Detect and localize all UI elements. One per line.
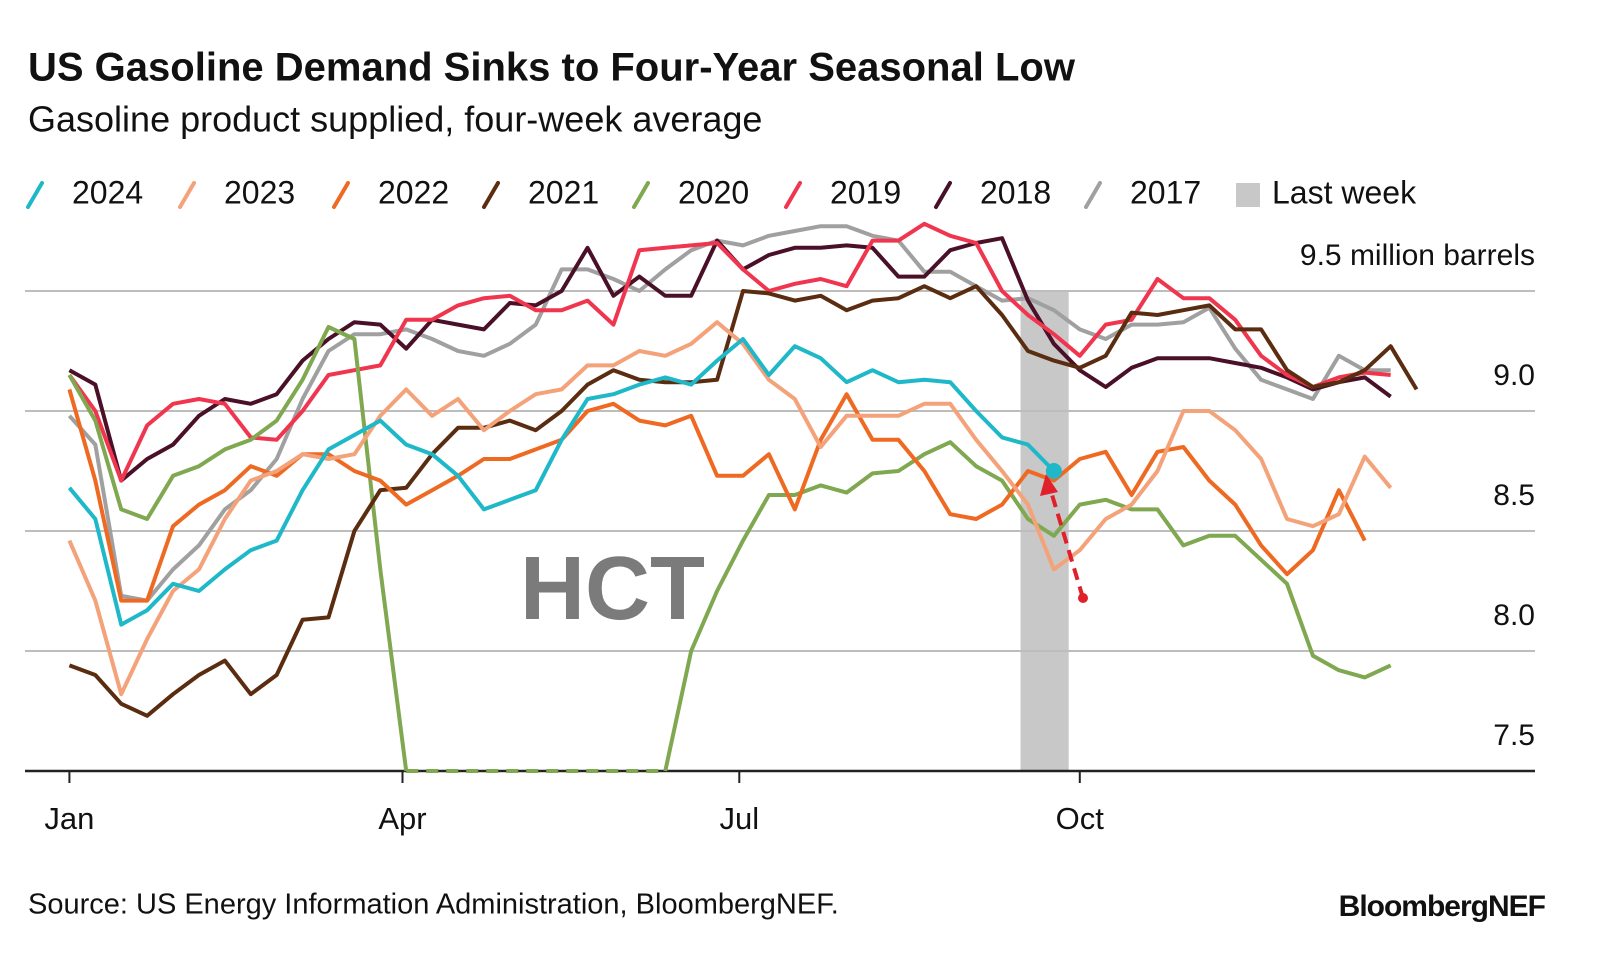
y-tick-label: 8.5 xyxy=(1493,479,1535,512)
watermark: HCT xyxy=(520,539,705,639)
y-tick-label: 9.0 xyxy=(1493,359,1535,392)
brand: BloombergNEF xyxy=(1339,890,1546,923)
series-line xyxy=(68,236,1392,483)
legend-label: Last week xyxy=(1272,174,1417,210)
x-tick-label: Jan xyxy=(44,801,94,836)
series-line xyxy=(68,284,1419,718)
x-tick-label: Oct xyxy=(1056,801,1105,836)
arrow-shaft xyxy=(1048,487,1085,599)
legend-label: 2023 xyxy=(224,174,295,210)
y-tick-label: 7.5 xyxy=(1493,719,1535,752)
y-tick-label: 8.0 xyxy=(1493,599,1535,632)
plot-area: 7.5 8.0 8.5 9.0 9.5 million barrels Jan Apr Jul… xyxy=(25,174,1535,836)
arrow-tail xyxy=(1078,593,1088,603)
legend-swatch xyxy=(178,181,196,209)
chart-subtitle: Gasoline product supplied, four-week ave… xyxy=(28,99,762,140)
latest-point xyxy=(1045,463,1062,479)
legend-label: 2024 xyxy=(72,174,143,210)
legend-label: 2022 xyxy=(378,174,449,210)
series-line xyxy=(67,325,409,772)
legend-label: 2020 xyxy=(678,174,749,210)
legend-label: 2021 xyxy=(528,174,599,210)
x-tick-label: Apr xyxy=(378,801,426,836)
series-line xyxy=(67,320,1393,697)
legend-swatch xyxy=(632,181,650,209)
y-tick-label: 9.5 million barrels xyxy=(1300,239,1535,272)
series-line xyxy=(67,388,1367,603)
legend-label: 2019 xyxy=(830,174,901,210)
series-line xyxy=(67,224,1391,603)
series-line xyxy=(67,221,1391,483)
legend-label: 2017 xyxy=(1130,174,1201,210)
legend-swatch xyxy=(1084,181,1102,209)
legend-swatch xyxy=(1236,183,1260,207)
legend-swatch xyxy=(934,181,952,209)
legend-label: 2018 xyxy=(980,174,1051,210)
arrow-head xyxy=(1040,474,1058,496)
annotation-arrow xyxy=(1040,474,1088,603)
source-note: Source: US Energy Information Administra… xyxy=(28,889,839,921)
legend-swatch xyxy=(784,181,802,209)
legend-swatch xyxy=(482,181,500,209)
legend-swatch xyxy=(26,181,44,209)
x-tick-label: Jul xyxy=(719,801,759,836)
series-line xyxy=(67,337,1056,627)
legend-swatch xyxy=(332,181,350,209)
chart-title: US Gasoline Demand Sinks to Four-Year Se… xyxy=(28,46,1076,90)
